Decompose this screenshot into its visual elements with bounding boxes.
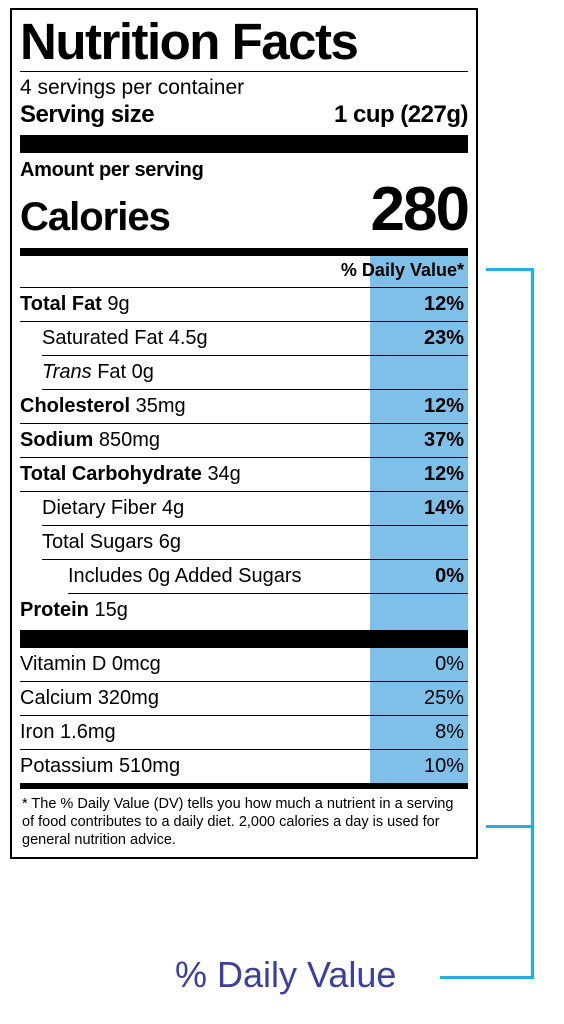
calories-row: Calories 280 [20, 182, 468, 238]
row-total-sugars: Total Sugars 6g [42, 526, 468, 560]
row-saturated-fat: Saturated Fat 4.5g 23% [42, 322, 468, 356]
vitamin-name: Vitamin D 0mcg [20, 653, 161, 676]
nutrient-name: Includes 0g Added Sugars [68, 565, 302, 588]
servings-per-container: 4 servings per container [20, 74, 468, 101]
divider-bar [20, 135, 468, 153]
nutrient-dv: 12% [424, 395, 464, 418]
nutrient-name: Protein 15g [20, 599, 128, 622]
nutrient-name: Trans Fat 0g [42, 361, 154, 384]
callout-label: % Daily Value [175, 954, 396, 996]
footnote: * The % Daily Value (DV) tells you how m… [20, 789, 468, 849]
row-vitamin-d: Vitamin D 0mcg 0% [20, 648, 468, 682]
row-cholesterol: Cholesterol 35mg 12% [20, 390, 468, 424]
vitamin-dv: 8% [435, 721, 464, 744]
serving-size-value: 1 cup (227g) [334, 101, 468, 129]
row-protein: Protein 15g [20, 594, 468, 630]
serving-size-label: Serving size [20, 101, 154, 129]
title: Nutrition Facts [20, 16, 468, 72]
nutrient-dv: 12% [424, 463, 464, 486]
nutrient-name: Cholesterol 35mg [20, 395, 186, 418]
row-trans-fat: Trans Fat 0g [42, 356, 468, 390]
divider-bar [20, 248, 468, 256]
row-added-sugars: Includes 0g Added Sugars 0% [68, 560, 468, 594]
nutrition-label: Nutrition Facts 4 servings per container… [10, 8, 478, 859]
divider-bar [20, 630, 468, 648]
nutrient-name: Total Carbohydrate 34g [20, 463, 241, 486]
nutrient-name: Dietary Fiber 4g [42, 497, 184, 520]
row-sodium: Sodium 850mg 37% [20, 424, 468, 458]
row-dietary-fiber: Dietary Fiber 4g 14% [42, 492, 468, 526]
nutrient-name: Total Fat 9g [20, 293, 130, 316]
nutrient-dv: 37% [424, 429, 464, 452]
vitamin-dv: 10% [424, 755, 464, 778]
row-iron: Iron 1.6mg 8% [20, 716, 468, 750]
callout-stem [531, 828, 534, 978]
vitamin-dv: 25% [424, 687, 464, 710]
nutrient-dv: 14% [424, 497, 464, 520]
nutrient-name: Sodium 850mg [20, 429, 160, 452]
serving-size-row: Serving size 1 cup (227g) [20, 101, 468, 135]
dv-header: % Daily Value* [20, 256, 468, 288]
vitamin-name: Iron 1.6mg [20, 721, 116, 744]
vitamin-dv: 0% [435, 653, 464, 676]
nutrient-name: Saturated Fat 4.5g [42, 327, 208, 350]
row-total-fat: Total Fat 9g 12% [20, 288, 468, 322]
nutrients-block: % Daily Value* Total Fat 9g 12% Saturate… [20, 256, 468, 789]
calories-value: 280 [371, 182, 468, 238]
callout-bracket [486, 268, 534, 828]
callout-connector [440, 976, 534, 979]
vitamin-name: Calcium 320mg [20, 687, 159, 710]
vitamin-name: Potassium 510mg [20, 755, 180, 778]
nutrient-dv: 0% [435, 565, 464, 588]
nutrient-dv: 12% [424, 293, 464, 316]
row-calcium: Calcium 320mg 25% [20, 682, 468, 716]
row-total-carb: Total Carbohydrate 34g 12% [20, 458, 468, 492]
nutrient-name: Total Sugars 6g [42, 531, 181, 554]
divider-bar [20, 783, 468, 789]
row-potassium: Potassium 510mg 10% [20, 750, 468, 783]
nutrient-dv: 23% [424, 327, 464, 350]
calories-label: Calories [20, 197, 170, 237]
